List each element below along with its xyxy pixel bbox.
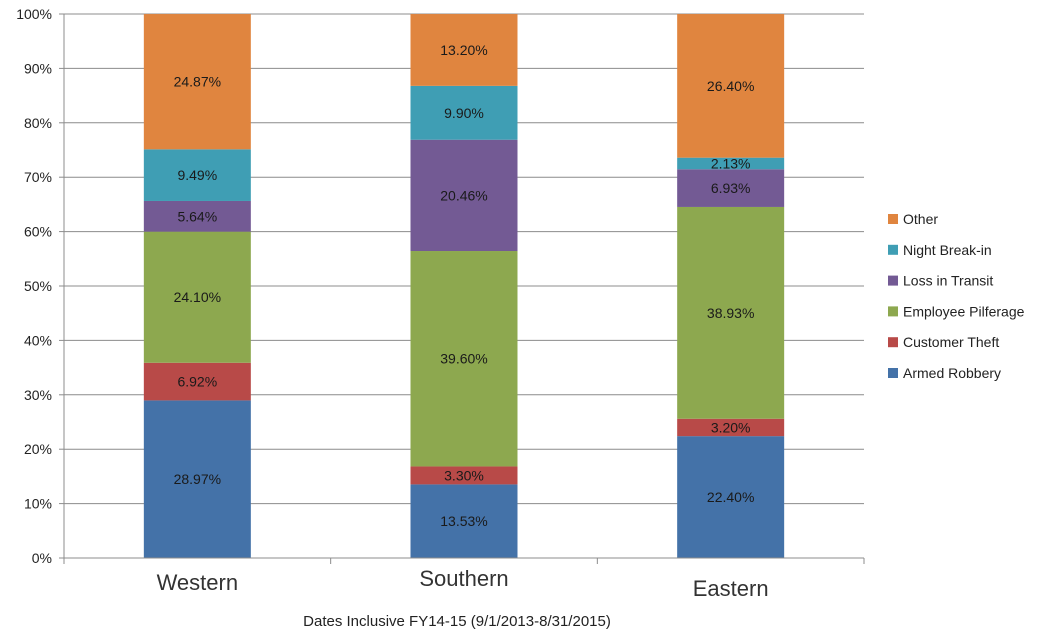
data-label-southern-armed-robbery: 13.53%	[440, 513, 487, 529]
y-tick-label: 50%	[24, 278, 52, 294]
data-label-southern-loss-in-transit: 20.46%	[440, 187, 487, 203]
bar-southern-night-break-in	[410, 85, 518, 140]
bar-southern-armed-robbery	[410, 484, 518, 558]
y-tick-label: 40%	[24, 332, 52, 348]
bar-eastern-customer-theft	[677, 418, 785, 437]
x-category-label: Southern	[419, 566, 508, 591]
legend-label-night-break-in: Night Break-in	[903, 242, 992, 258]
bar-western-armed-robbery	[143, 400, 251, 558]
data-label-southern-employee-pilferage: 39.60%	[440, 351, 487, 367]
legend-label-other: Other	[903, 211, 938, 227]
bar-southern-customer-theft	[410, 466, 518, 485]
data-label-eastern-customer-theft: 3.20%	[711, 419, 751, 435]
bar-eastern-other	[677, 14, 785, 158]
legend-swatch-customer-theft	[888, 337, 898, 348]
data-label-western-loss-in-transit: 5.64%	[177, 208, 217, 224]
legend-swatch-other	[888, 214, 898, 224]
legend-swatch-loss-in-transit	[888, 275, 898, 286]
bar-western-loss-in-transit	[143, 200, 251, 232]
x-axis-title: Dates Inclusive FY14-15 (9/1/2013-8/31/2…	[303, 613, 611, 630]
y-tick-label: 60%	[24, 224, 52, 240]
y-tick-label: 10%	[24, 496, 52, 512]
data-label-southern-customer-theft: 3.30%	[444, 467, 484, 483]
data-label-eastern-armed-robbery: 22.40%	[707, 489, 754, 505]
legend-swatch-night-break-in	[888, 244, 898, 255]
legend: Other Night Break-in Loss in Transit Employ…	[888, 211, 1025, 381]
y-tick-label: 20%	[24, 441, 52, 457]
x-category-label: Eastern	[693, 576, 769, 601]
bar-eastern-night-break-in	[677, 157, 785, 170]
y-tick-label: 100%	[16, 6, 52, 22]
bar-western-night-break-in	[143, 149, 251, 201]
y-tick-label: 90%	[24, 60, 52, 76]
data-labels: 28.97% 6.92% 24.10% 5.64% 9.49% 24.87% 13.53% 3…	[174, 42, 755, 529]
bar-eastern-armed-robbery	[677, 436, 785, 558]
legend-label-employee-pilferage: Employee Pilferage	[903, 303, 1025, 319]
data-label-western-customer-theft: 6.92%	[177, 374, 217, 390]
y-tick-label: 70%	[24, 169, 52, 185]
data-label-western-employee-pilferage: 24.10%	[174, 289, 221, 305]
data-label-western-armed-robbery: 28.97%	[174, 471, 221, 487]
y-tick-label: 80%	[24, 115, 52, 131]
legend-label-customer-theft: Customer Theft	[903, 334, 999, 350]
data-label-eastern-loss-in-transit: 6.93%	[711, 180, 751, 196]
bar-western-employee-pilferage	[143, 231, 251, 363]
y-tick-label: 30%	[24, 387, 52, 403]
y-tick-label: 0%	[32, 550, 52, 566]
legend-swatch-employee-pilferage	[888, 306, 898, 317]
bar-western-customer-theft	[143, 362, 251, 401]
legend-label-loss-in-transit: Loss in Transit	[903, 273, 993, 289]
data-label-western-other: 24.87%	[174, 74, 221, 90]
data-label-southern-night-break-in: 9.90%	[444, 105, 484, 121]
data-label-western-night-break-in: 9.49%	[177, 167, 217, 183]
x-category-label: Western	[157, 570, 239, 595]
data-label-eastern-night-break-in: 2.13%	[711, 155, 751, 171]
bar-southern-other	[410, 14, 518, 86]
bar-southern-employee-pilferage	[410, 251, 518, 467]
data-label-southern-other: 13.20%	[440, 42, 487, 58]
bar-western-other	[143, 14, 251, 150]
bar-eastern-loss-in-transit	[677, 169, 785, 207]
data-label-eastern-employee-pilferage: 38.93%	[707, 305, 754, 321]
bars	[143, 14, 785, 558]
bar-southern-loss-in-transit	[410, 139, 518, 252]
bar-eastern-employee-pilferage	[677, 206, 785, 419]
data-label-eastern-other: 26.40%	[707, 78, 754, 94]
legend-label-armed-robbery: Armed Robbery	[903, 365, 1001, 381]
legend-swatch-armed-robbery	[888, 368, 898, 378]
axes: 0% 10% 20% 30% 40% 50% 60% 70% 80% 90% 100% Western…	[16, 6, 865, 601]
